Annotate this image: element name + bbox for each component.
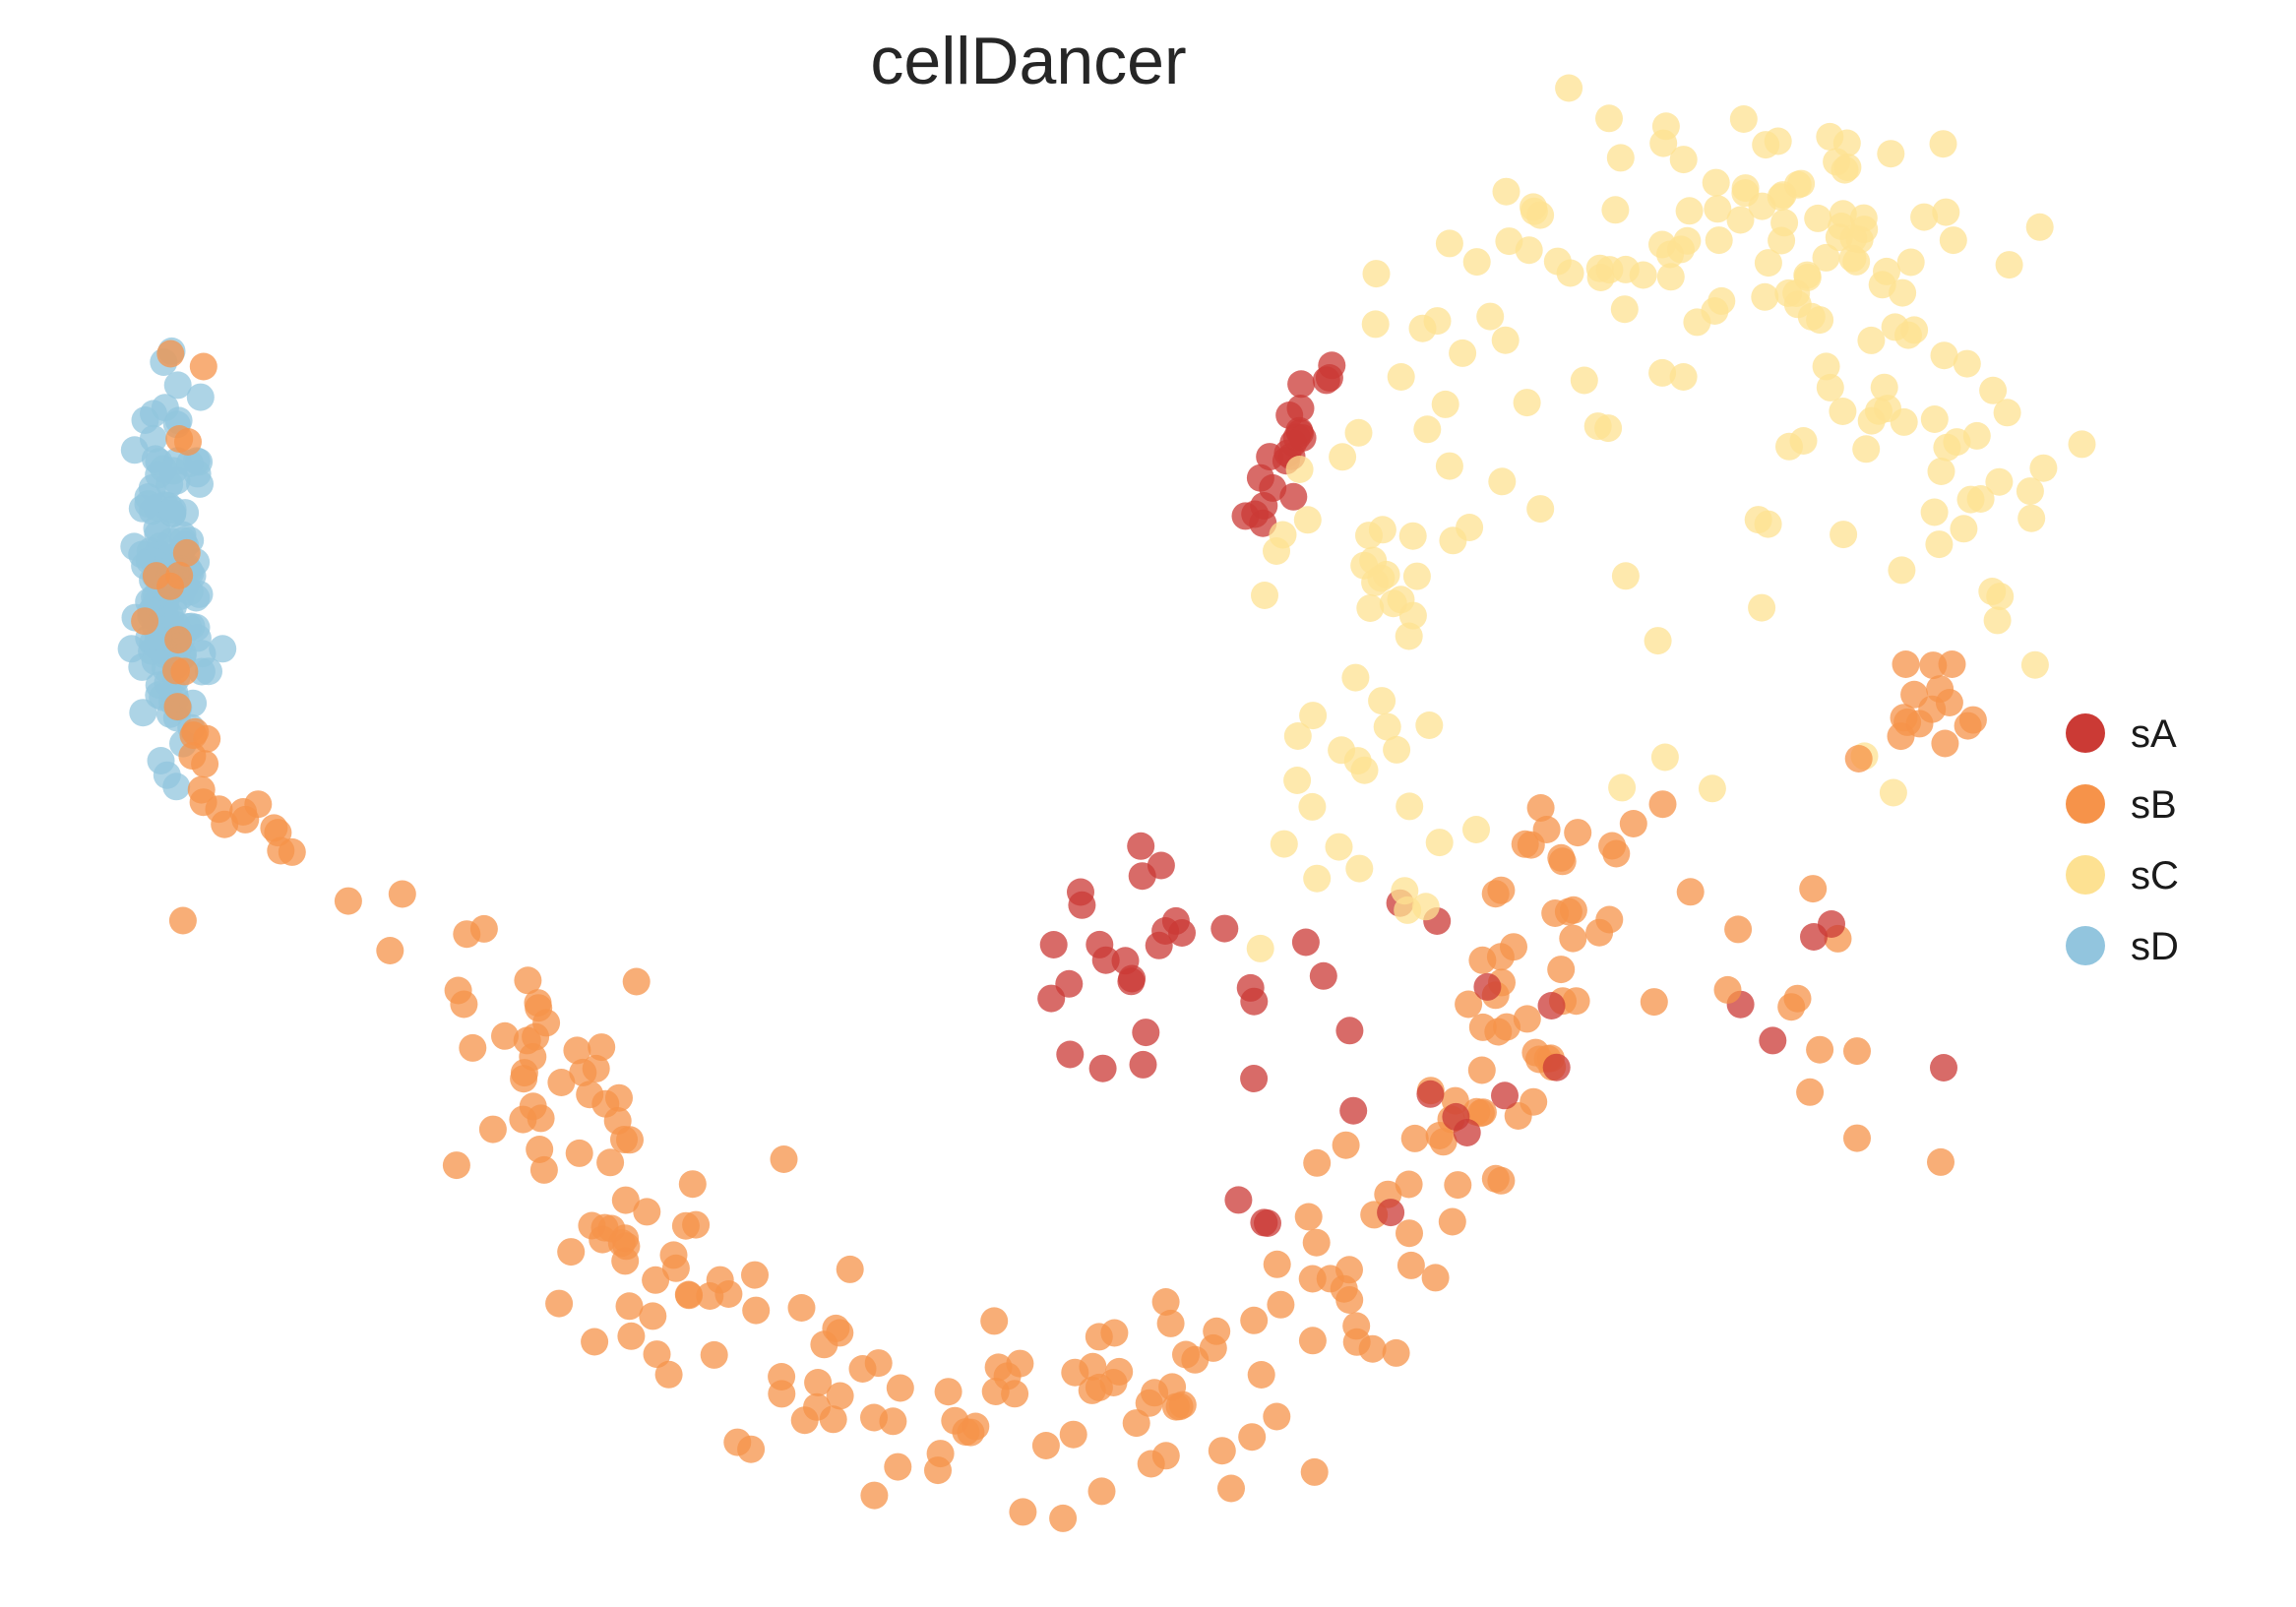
svg-text:sA: sA: [2131, 712, 2177, 756]
svg-text:sC: sC: [2131, 854, 2179, 897]
svg-text:sB: sB: [2131, 783, 2177, 827]
svg-text:sD: sD: [2131, 925, 2179, 968]
